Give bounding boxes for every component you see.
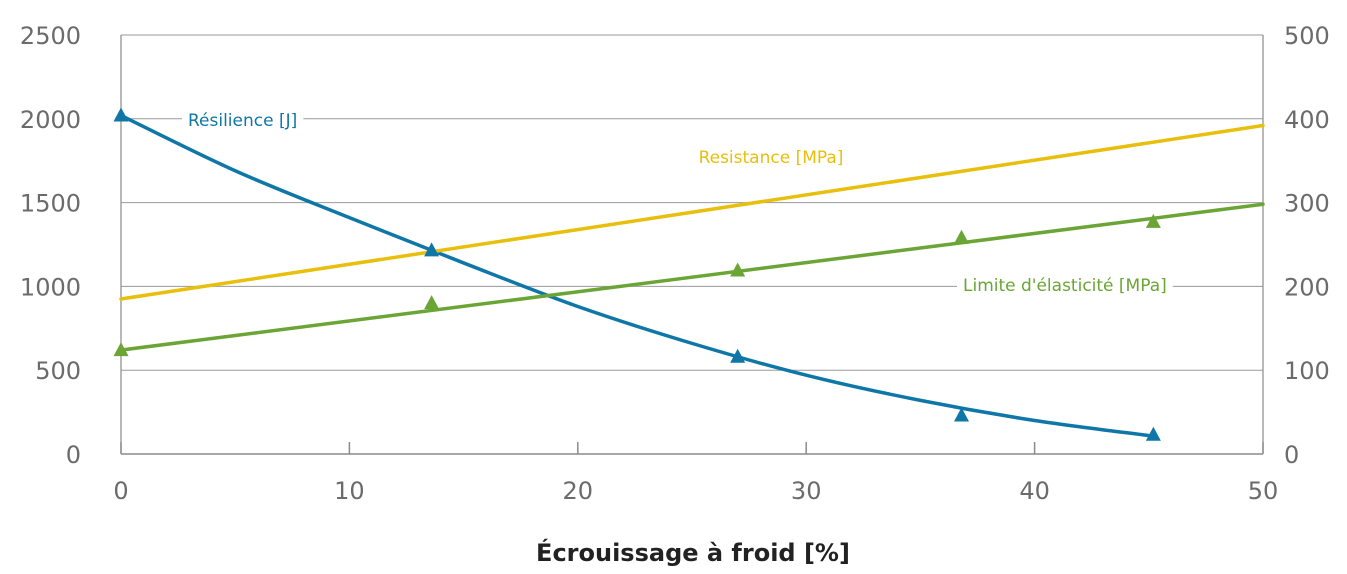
resilience-label-background (182, 109, 304, 133)
resistance-line (119, 123, 1265, 301)
x-tick-label: 50 (1248, 477, 1279, 505)
y-right-tick-label: 400 (1284, 106, 1330, 134)
series-labels: Résilience [J] Resistance [MPa] Limite d'é… (182, 109, 1173, 298)
y-right-tick-label: 300 (1284, 190, 1330, 218)
series-lines (119, 113, 1265, 438)
x-tick-label: 10 (334, 477, 365, 505)
resilience-point (424, 242, 440, 257)
resistance-label: Resistance [MPa] (699, 148, 844, 168)
y-left-tick-label: 2000 (20, 106, 81, 134)
series-markers (113, 107, 1161, 441)
limite-elasticite-point (113, 342, 129, 357)
y-left-tick-label: 0 (66, 441, 81, 469)
axes (120, 35, 1264, 455)
x-tick-label: 0 (113, 477, 128, 505)
x-tick-label: 20 (563, 477, 594, 505)
limite-elasticite-label-background (957, 274, 1173, 298)
resilience-point (730, 348, 746, 363)
y-right-tick-label: 200 (1284, 273, 1330, 301)
limite-elasticite-point (1145, 213, 1161, 228)
resilience-label: Résilience [J] (188, 111, 297, 131)
resilience-line (119, 113, 1151, 438)
resistance-label-background (692, 146, 850, 170)
resilience-point (1145, 426, 1161, 441)
y-left-tick-label: 1000 (20, 273, 81, 301)
resilience-point (954, 407, 970, 422)
y-left-tick-label: 500 (35, 357, 81, 385)
y-left-tick-label: 2500 (20, 22, 81, 50)
limite-elasticite-point (730, 262, 746, 277)
y-right-tick-label: 0 (1284, 441, 1299, 469)
x-tick-label: 30 (791, 477, 822, 505)
limite-elasticite-point (424, 295, 440, 310)
tick-labels: 0 0 500 100 1000 200 1500 300 2000 400 2500 500 0 10 2… (20, 22, 1330, 505)
limite-elasticite-point (954, 229, 970, 244)
limite-elasticite-label: Limite d'élasticité [MPa] (963, 276, 1167, 296)
y-right-tick-label: 500 (1284, 22, 1330, 50)
limite-elasticite-line (119, 202, 1265, 352)
y-right-tick-label: 100 (1284, 357, 1330, 385)
x-tick-label: 40 (1019, 477, 1050, 505)
resilience-point (113, 107, 129, 122)
grid-lines (121, 34, 1263, 371)
y-left-tick-label: 1500 (20, 190, 81, 218)
x-axis-label: Écrouissage à froid [%] (536, 538, 850, 567)
